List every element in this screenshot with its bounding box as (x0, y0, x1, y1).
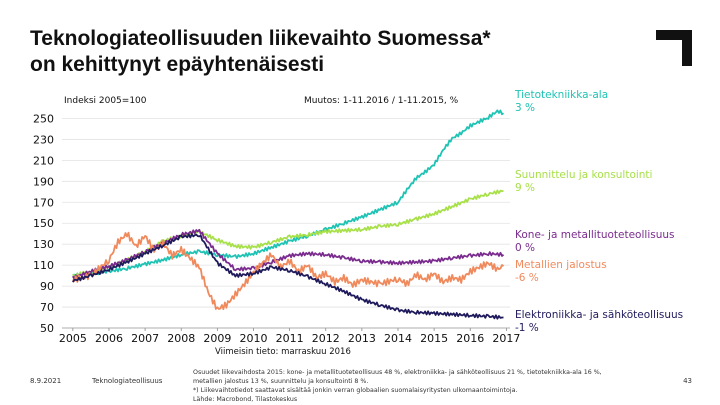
series-change-label: 9 % (515, 182, 535, 194)
y-tick-label: 50 (40, 322, 54, 335)
x-tick-label: 2012 (312, 332, 340, 345)
y-tick-label: 150 (33, 217, 54, 230)
y-tick-label: 190 (33, 175, 54, 188)
x-axis-ticks: 2005 2006 2007 2008 2009 2010 2011 2012 2013 2014… (59, 332, 521, 345)
y-axis-ticks: 50 70 90 110 130 150 170 190 210 230 250 (33, 112, 54, 335)
x-tick-label: 2011 (276, 332, 304, 345)
x-tick-label: 2006 (95, 332, 123, 345)
chart-series-lines (72, 109, 505, 320)
y-tick-label: 250 (33, 112, 54, 125)
y-tick-label: 230 (33, 133, 54, 146)
footer-note-1: Osuudet liikevaihdosta 2015: kone- ja me… (193, 369, 602, 376)
footer-note-3: *) Liikevaihtotiedot saattavat sisältää … (193, 387, 518, 394)
footer-notes: Osuudet liikevaihdosta 2015: kone- ja me… (193, 368, 663, 404)
x-tick-label: 2009 (203, 332, 231, 345)
page-title: Teknologiateollisuuden liikevaihto Suome… (30, 26, 630, 78)
series-name-label: Tietotekniikka-ala (514, 89, 608, 101)
x-tick-label: 2013 (348, 332, 376, 345)
y-tick-label: 210 (33, 154, 54, 167)
y-tick-label: 130 (33, 238, 54, 251)
series-name-label: Suunnittelu ja konsultointi (515, 169, 652, 181)
index-label: Indeksi 2005=100 (64, 96, 147, 106)
series-line-1 (72, 109, 505, 278)
series-change-label: -6 % (515, 272, 539, 284)
x-tick-label: 2015 (420, 332, 448, 345)
y-tick-label: 90 (40, 280, 54, 293)
series-name-label: Elektroniikka- ja sähköteollisuus (515, 309, 683, 321)
x-tick-label: 2016 (456, 332, 484, 345)
series-name-label: Kone- ja metallituoteteollisuus (515, 229, 674, 241)
series-line-4 (72, 231, 505, 311)
series-change-label: 0 % (515, 242, 535, 254)
footer-organization: Teknologiateollisuus (92, 377, 163, 385)
title-line-1: Teknologiateollisuuden liikevaihto Suome… (30, 27, 491, 50)
title-line-2: on kehittynyt epäyhtenäisesti (30, 53, 325, 76)
corner-bracket-icon (656, 30, 692, 66)
latest-data-label: Viimeisin tieto: marraskuu 2016 (215, 347, 351, 357)
x-tick-label: 2005 (59, 332, 87, 345)
x-tick-label: 2014 (384, 332, 412, 345)
footer: 8.9.2021 Teknologiateollisuus Osuudet li… (0, 364, 720, 405)
series-line-5 (72, 233, 504, 320)
footer-note-4: Lähde: Macrobond, Tilastokeskus (193, 396, 298, 403)
series-name-label: Metallien jalostus (515, 259, 607, 271)
footer-date: 8.9.2021 (30, 377, 62, 385)
x-tick-label: 2008 (167, 332, 195, 345)
y-tick-label: 170 (33, 196, 54, 209)
x-tick-label: 2007 (131, 332, 159, 345)
y-tick-label: 110 (33, 259, 54, 272)
x-tick-label: 2010 (239, 332, 267, 345)
x-tick-label: 2017 (492, 332, 520, 345)
series-change-label: -1 % (515, 322, 539, 334)
chart-area: 50 70 90 110 130 150 170 190 210 230 250 2005 2006 2… (0, 88, 720, 358)
change-label: Muutos: 1-11.2016 / 1-11.2015, % (304, 96, 459, 106)
footer-note-2: metallien jalostus 13 %, suunnittelu ja … (193, 378, 369, 385)
series-change-label: 3 % (515, 102, 535, 114)
series-line-2 (72, 189, 504, 278)
y-tick-label: 70 (40, 301, 54, 314)
page-number: 43 (683, 377, 692, 385)
